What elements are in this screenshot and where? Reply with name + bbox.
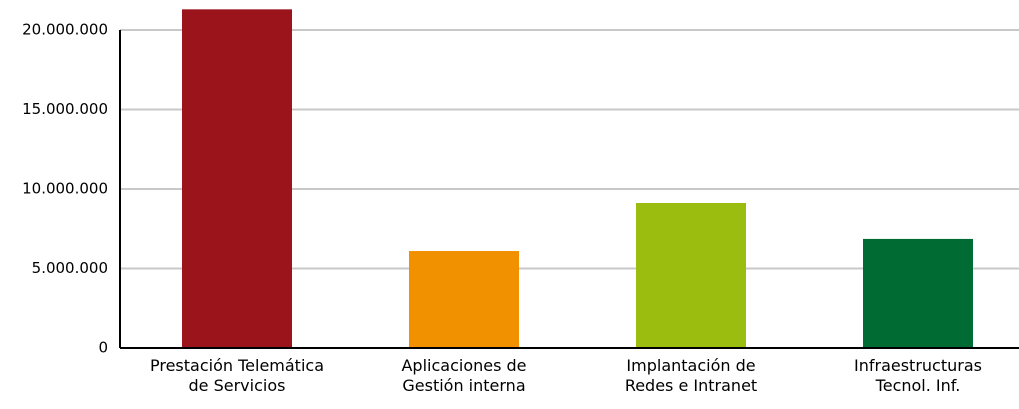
y-tick-label: 20.000.000 <box>22 21 108 39</box>
x-tick-label: Implantación de Redes e Intranet <box>624 356 758 395</box>
y-tick-label: 5.000.000 <box>32 259 108 277</box>
y-tick-label: 10.000.000 <box>22 180 108 198</box>
bar <box>863 238 973 348</box>
x-tick-label: Infraestructuras Tecnol. Inf. <box>854 356 982 395</box>
bar <box>182 9 292 349</box>
y-tick-label: 0 <box>98 339 108 357</box>
y-tick-label: 15.000.000 <box>22 100 108 118</box>
bar <box>636 202 746 348</box>
bar <box>409 251 519 348</box>
x-tick-label: Prestación Telemática de Servicios <box>149 356 324 395</box>
x-tick-label: Aplicaciones de Gestión interna <box>401 356 527 395</box>
